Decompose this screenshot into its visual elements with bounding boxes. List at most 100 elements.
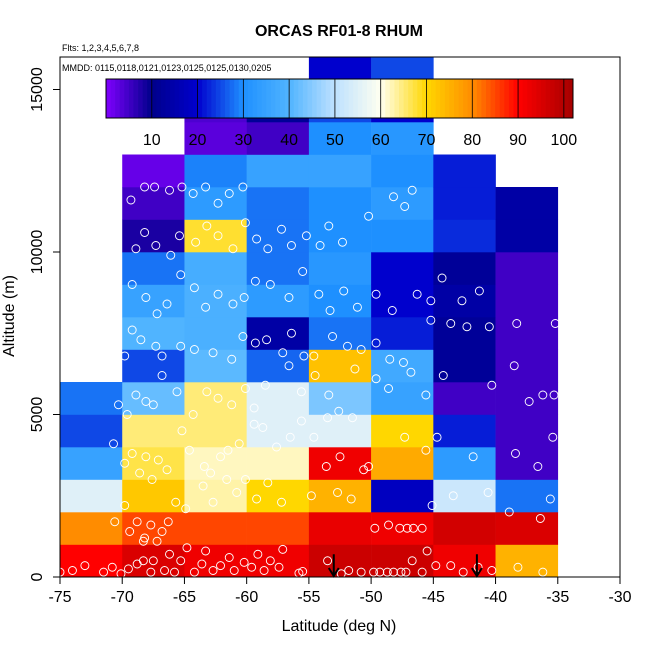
observation-point [309, 351, 319, 361]
observation-point [396, 567, 406, 577]
heatmap-cell [495, 317, 559, 350]
observation-point [165, 549, 174, 559]
heatmap-cell [433, 512, 496, 545]
colorbar-segment [550, 79, 556, 118]
heatmap-cell [246, 447, 310, 480]
observation-point [188, 410, 198, 419]
observation-point [550, 319, 560, 328]
observation-point [549, 390, 559, 400]
observation-point [334, 406, 344, 416]
heatmap-cell [122, 544, 185, 578]
heatmap-cell [60, 447, 123, 480]
observation-point [208, 566, 218, 575]
observation-point [166, 250, 176, 260]
colorbar-tick-label: 50 [326, 132, 344, 149]
y-tick-label: 5000 [29, 397, 46, 433]
observation-point [163, 517, 173, 527]
observation-point [208, 348, 218, 358]
colorbar-segment [399, 79, 404, 118]
x-tick-label: -30 [608, 589, 631, 606]
heatmap-cell [495, 349, 559, 383]
observation-point [227, 400, 237, 410]
observation-point [239, 293, 249, 302]
observation-point [176, 556, 186, 566]
heatmap-cell [308, 154, 372, 188]
observation-point [298, 267, 308, 276]
colorbar-segment [518, 79, 524, 118]
observation-point [120, 458, 130, 468]
observation-point [504, 507, 514, 517]
heatmap-cell [246, 317, 310, 350]
heatmap-cell [371, 512, 434, 545]
colorbar-segment [513, 79, 519, 118]
x-tick-label: -60 [235, 589, 258, 606]
observation-point [468, 452, 478, 462]
observation-point [538, 390, 548, 400]
heatmap-cell [184, 154, 247, 188]
observation-point [395, 523, 405, 533]
observation-point [458, 567, 468, 577]
colorbar-segment [106, 79, 111, 118]
arrow-head [327, 567, 340, 578]
observation-point [274, 562, 284, 572]
observation-point [484, 322, 494, 332]
chart-title: ORCAS RF01-8 RHUM [255, 23, 423, 40]
colorbar-segment [371, 79, 377, 118]
heatmap-cell [246, 479, 310, 513]
observation-point [150, 182, 160, 192]
observation-point [400, 432, 410, 442]
observation-point [333, 488, 342, 497]
arrow-markers [327, 554, 483, 578]
observation-point [165, 185, 174, 195]
colorbar-tick-label: 100 [550, 132, 577, 149]
observation-point [457, 296, 467, 306]
heatmap-cell [184, 284, 247, 318]
heatmap-cell [184, 382, 247, 415]
colorbar-segment [284, 79, 290, 118]
colorbar-tick-label: 40 [280, 132, 298, 149]
colorbar-segment [449, 79, 455, 118]
observation-point [285, 432, 295, 442]
colorbar-segment [353, 79, 359, 118]
observation-point [140, 228, 150, 237]
heatmap-cell [433, 544, 496, 578]
observation-point [350, 364, 360, 374]
observation-point [511, 449, 520, 458]
observation-point [238, 332, 248, 341]
observation-point [201, 546, 211, 556]
observation-point [265, 280, 275, 289]
heatmap-cell [433, 349, 496, 383]
observation-point [336, 569, 346, 579]
colorbar-segment [348, 79, 354, 118]
observation-point [298, 567, 308, 576]
y-tick-label: 0 [29, 572, 46, 581]
heatmap-cell [246, 544, 310, 578]
heatmap-cell [371, 349, 434, 383]
heatmap-cell [246, 219, 310, 253]
observation-point [99, 567, 109, 577]
colorbar-segment [531, 79, 537, 118]
heatmap-cell [433, 382, 496, 415]
observation-point [321, 462, 331, 471]
heatmap-cell [371, 154, 434, 188]
observation-point [181, 504, 191, 514]
colorbar-segment [321, 79, 327, 118]
colorbar-segment [307, 79, 313, 118]
colorbar-segment [403, 79, 409, 118]
observation-point [370, 523, 380, 533]
observation-point [188, 189, 198, 198]
observation-point [487, 380, 497, 390]
colorbar-segment [376, 79, 382, 118]
colorbar-segment [138, 79, 144, 118]
observation-point [201, 182, 211, 192]
observation-point [364, 462, 374, 471]
observation-point [545, 494, 555, 504]
x-tick-label: -75 [48, 589, 71, 606]
observation-point [122, 410, 132, 419]
observation-point [176, 270, 186, 280]
observation-point [387, 306, 397, 315]
x-tick-label: -55 [297, 589, 320, 606]
colorbar-segment [174, 79, 180, 118]
heatmap-cell [60, 479, 123, 513]
observation-point [162, 465, 172, 475]
